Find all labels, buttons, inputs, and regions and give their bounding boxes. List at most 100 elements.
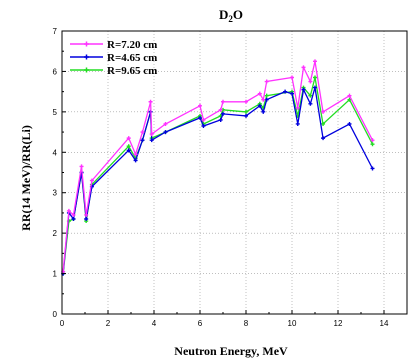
series-1 [61, 59, 375, 274]
x-tick-label: 8 [244, 319, 249, 328]
data-point [283, 89, 288, 94]
data-point [148, 99, 153, 104]
data-point [321, 109, 326, 114]
legend-label: R=7.20 cm [107, 39, 157, 51]
x-tick-label: 2 [106, 319, 111, 328]
x-tick-label: 0 [60, 319, 65, 328]
data-point [290, 91, 294, 96]
data-point [370, 142, 375, 147]
legend: R=7.20 cmR=4.65 cmR=9.65 cm [70, 39, 157, 77]
data-point [126, 144, 131, 149]
data-point [301, 65, 306, 70]
data-point [79, 164, 84, 169]
data-point [370, 138, 375, 143]
data-point [201, 117, 206, 122]
data-point [89, 178, 94, 183]
legend-label: R=4.65 cm [107, 52, 157, 64]
y-tick-label: 5 [53, 108, 58, 117]
data-point [244, 99, 248, 104]
data-point [257, 103, 262, 108]
data-point [71, 212, 76, 217]
data-point [257, 91, 262, 96]
y-tick-label: 1 [53, 270, 58, 279]
data-point [264, 93, 269, 98]
data-point [163, 121, 168, 126]
data-point [313, 75, 317, 80]
y-axis-label: RR(14 MeV)/RR(Li) [19, 125, 33, 231]
data-point [244, 113, 248, 118]
series-line [62, 77, 374, 274]
legend-item-3: R=9.65 cm [70, 65, 157, 77]
data-point [290, 75, 294, 80]
data-point [244, 109, 248, 114]
data-point [321, 121, 326, 126]
data-point [308, 93, 313, 98]
data-point [218, 107, 223, 112]
data-point [66, 208, 71, 213]
data-point [347, 97, 352, 102]
data-point [308, 79, 313, 84]
y-tick-label: 4 [53, 148, 58, 157]
x-tick-label: 14 [380, 319, 389, 328]
data-point [149, 138, 154, 143]
data-point [84, 212, 89, 217]
legend-swatch-marker [84, 67, 89, 73]
data-point [301, 87, 306, 92]
chart-title-main: D [219, 7, 228, 22]
data-point [261, 109, 266, 114]
data-point [140, 138, 145, 143]
x-tick-label: 4 [152, 319, 157, 328]
series-line [62, 87, 374, 274]
legend-swatch-marker [84, 41, 89, 47]
legend-item-2: R=4.65 cm [70, 52, 157, 64]
grid [62, 31, 407, 314]
data-point [201, 124, 206, 129]
data-point [221, 99, 225, 104]
y-tick-label: 6 [53, 67, 58, 76]
data-point [347, 93, 352, 98]
series-2 [61, 85, 375, 276]
chart-title: D2O [219, 7, 243, 24]
data-point [149, 132, 154, 137]
data-point [163, 130, 168, 135]
legend-label: R=9.65 cm [107, 65, 157, 77]
x-tick-label: 10 [288, 319, 297, 328]
chart-title-subscript: 2 [228, 14, 233, 24]
data-point [71, 216, 76, 221]
data-point [126, 148, 131, 153]
legend-item-1: R=7.20 cm [70, 39, 157, 51]
data-point [140, 130, 145, 135]
y-tick-label: 7 [53, 27, 58, 36]
x-tick-label: 12 [334, 319, 343, 328]
data-point [313, 59, 317, 64]
data-point [313, 85, 317, 90]
x-axis-label: Neutron Energy, MeV [174, 344, 288, 358]
data-point [347, 121, 352, 126]
data-point [221, 111, 225, 116]
chart-title-tail: O [233, 7, 243, 22]
data-point [295, 121, 300, 126]
data-point [198, 115, 202, 120]
y-tick-label: 0 [53, 310, 58, 319]
data-point [126, 136, 131, 141]
data-point [218, 117, 223, 122]
legend-swatch-marker [84, 54, 89, 60]
data-point [321, 136, 326, 141]
data-point [133, 152, 138, 157]
y-tick-label: 3 [53, 189, 58, 198]
data-point [261, 97, 266, 102]
series-line [62, 61, 374, 272]
data-point [264, 97, 269, 102]
data-point [133, 158, 138, 163]
data-point [295, 105, 300, 110]
data-point [198, 103, 202, 108]
data-point [308, 101, 313, 106]
data-point [84, 216, 89, 221]
data-point [264, 79, 269, 84]
data-point [370, 166, 375, 171]
series-layer [61, 59, 375, 276]
x-tick-label: 6 [198, 319, 203, 328]
y-tick-label: 2 [53, 229, 58, 238]
